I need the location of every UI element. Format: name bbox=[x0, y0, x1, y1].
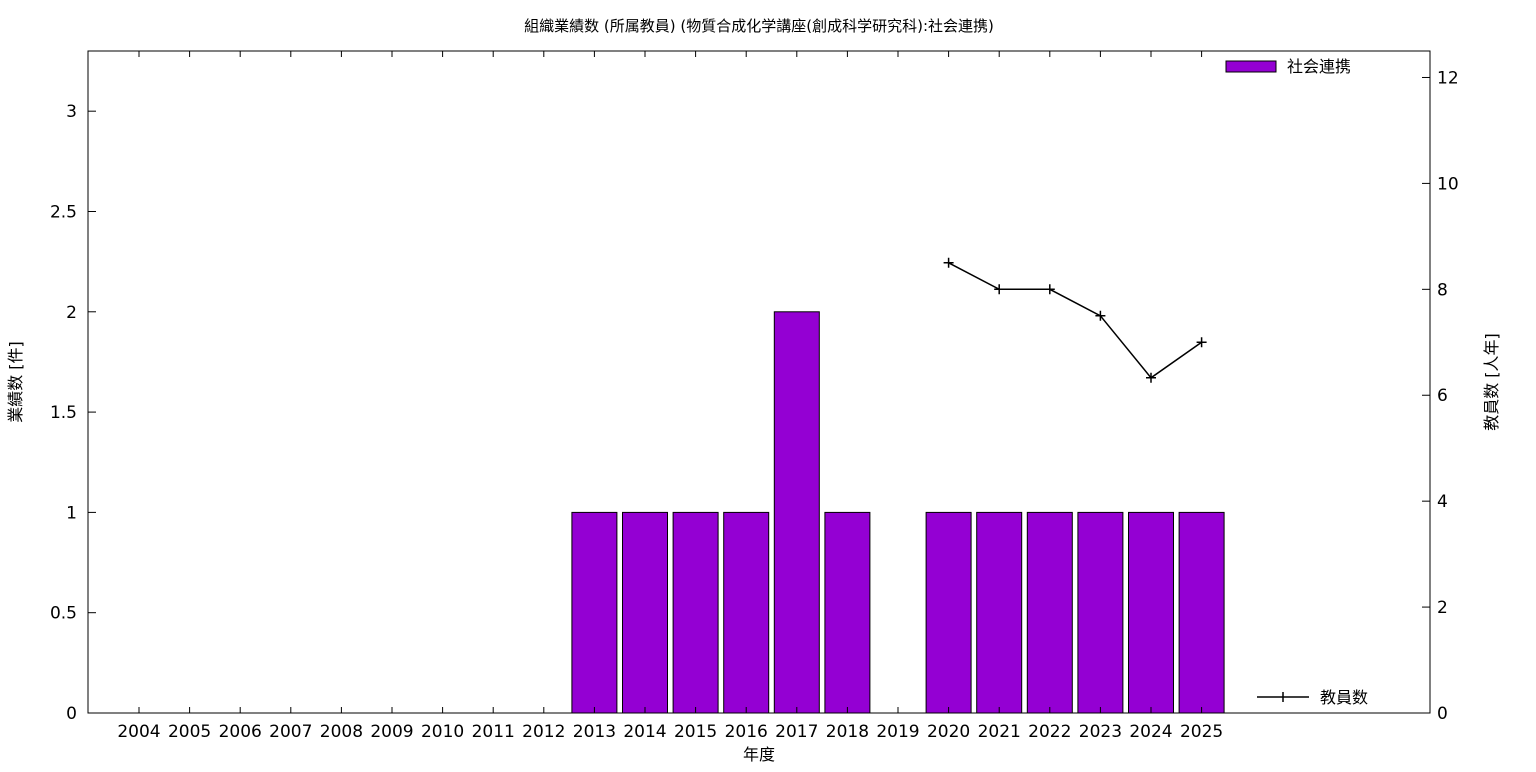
y2-tick-label-2: 4 bbox=[1437, 492, 1448, 512]
line-point-2021 bbox=[994, 284, 1005, 295]
legend-bar-label: 社会連携 bbox=[1287, 57, 1351, 76]
y-axis-title: 業績数 [件] bbox=[6, 341, 25, 423]
x-tick-label-2011: 2011 bbox=[472, 722, 515, 742]
chart-title: 組織業績数 (所属教員) (物質合成化学講座(創成科学研究科):社会連携) bbox=[524, 17, 994, 35]
x-axis-title: 年度 bbox=[743, 745, 775, 764]
x-tick-label-2022: 2022 bbox=[1028, 722, 1071, 742]
x-tick-label-2021: 2021 bbox=[978, 722, 1021, 742]
x-tick-label-2020: 2020 bbox=[927, 722, 970, 742]
y-tick-label-5: 2.5 bbox=[50, 202, 77, 222]
x-tick-label-2023: 2023 bbox=[1079, 722, 1122, 742]
x-tick-label-2013: 2013 bbox=[573, 722, 616, 742]
x-tick-label-2008: 2008 bbox=[320, 722, 363, 742]
x-tick-label-2012: 2012 bbox=[522, 722, 565, 742]
x-tick-label-2019: 2019 bbox=[876, 722, 919, 742]
y-tick-label-3: 1.5 bbox=[50, 403, 77, 423]
y-tick-label-0: 0 bbox=[66, 704, 77, 724]
x-tick-label-2024: 2024 bbox=[1129, 722, 1172, 742]
line-series-faculty bbox=[948, 262, 1203, 379]
y2-tick-label-6: 12 bbox=[1437, 68, 1459, 88]
line-point-2022 bbox=[1044, 284, 1055, 295]
x-tick-label-2025: 2025 bbox=[1180, 722, 1223, 742]
y2-tick-label-0: 0 bbox=[1437, 704, 1448, 724]
bar-2018 bbox=[824, 511, 871, 714]
y2-tick-label-1: 2 bbox=[1437, 598, 1448, 618]
labels-layer: 2004 2005 2006 2007 2008 2009 2010 2011 2012 2013… bbox=[50, 68, 1459, 742]
x-tick-label-2005: 2005 bbox=[168, 722, 211, 742]
x-tick-label-2010: 2010 bbox=[421, 722, 464, 742]
y2-tick-label-4: 8 bbox=[1437, 280, 1448, 300]
legend-line-label: 教員数 bbox=[1320, 688, 1368, 707]
legend-bar-series: 社会連携 bbox=[1225, 57, 1351, 76]
x-tick-label-2014: 2014 bbox=[623, 722, 666, 742]
bar-2016 bbox=[723, 511, 770, 714]
x-tick-label-2018: 2018 bbox=[826, 722, 869, 742]
x-tick-label-2006: 2006 bbox=[219, 722, 262, 742]
y-tick-label-4: 2 bbox=[66, 303, 77, 323]
bar-2022 bbox=[1026, 511, 1073, 714]
y2-tick-label-3: 6 bbox=[1437, 386, 1448, 406]
legend-line-series: 教員数 bbox=[1257, 688, 1368, 707]
bar-2017 bbox=[773, 311, 820, 714]
x-tick-label-2016: 2016 bbox=[725, 722, 768, 742]
bar-2020 bbox=[925, 511, 972, 714]
bar-2015 bbox=[672, 511, 719, 714]
x-tick-label-2015: 2015 bbox=[674, 722, 717, 742]
bar-2013 bbox=[571, 511, 618, 714]
line-layer bbox=[943, 257, 1207, 383]
ticks-layer bbox=[88, 51, 1430, 714]
x-tick-label-2007: 2007 bbox=[269, 722, 312, 742]
line-point-2020 bbox=[943, 257, 954, 268]
bar-2023 bbox=[1077, 511, 1124, 714]
line-point-2023 bbox=[1095, 310, 1106, 321]
line-point-2024 bbox=[1146, 372, 1156, 383]
x-tick-label-2017: 2017 bbox=[775, 722, 818, 742]
legend-bar-swatch bbox=[1225, 60, 1277, 73]
x-tick-label-2004: 2004 bbox=[117, 722, 160, 742]
y-tick-label-2: 1 bbox=[66, 503, 77, 523]
y-tick-label-1: 0.5 bbox=[50, 604, 77, 624]
y-tick-label-6: 3 bbox=[66, 102, 77, 122]
y2-axis-title: 教員数 [人年] bbox=[1482, 333, 1501, 431]
line-point-2025 bbox=[1196, 337, 1207, 348]
plot-frame bbox=[87, 50, 1431, 714]
bar-2024 bbox=[1128, 511, 1174, 714]
bars-layer bbox=[571, 311, 1225, 714]
bar-2014 bbox=[622, 511, 668, 714]
bar-2021 bbox=[976, 511, 1023, 714]
x-tick-label-2009: 2009 bbox=[370, 722, 413, 742]
y2-tick-label-5: 10 bbox=[1437, 174, 1459, 194]
bar-2025 bbox=[1178, 511, 1225, 714]
